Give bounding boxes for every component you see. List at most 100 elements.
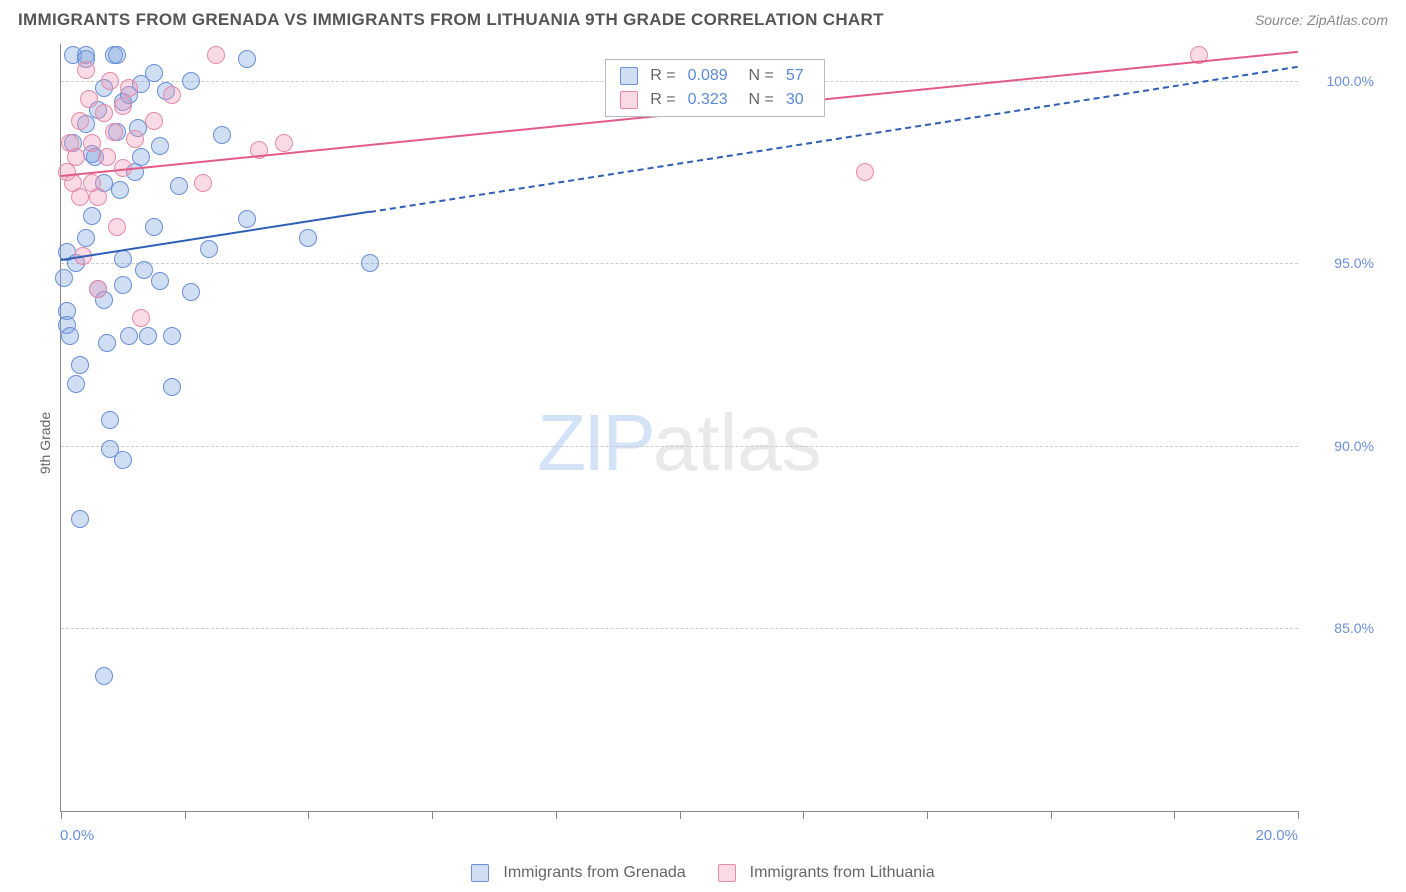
data-point [163,378,181,396]
stat-n-label: N = [740,64,774,88]
x-axis-max-label: 20.0% [1255,827,1298,844]
data-point [132,148,150,166]
data-point [120,327,138,345]
stat-r-label: R = [650,64,675,88]
data-point [80,90,98,108]
stats-row: R = 0.089 N = 57 [620,64,809,88]
x-tick [61,811,62,819]
data-point [145,218,163,236]
x-tick [432,811,433,819]
data-point [114,451,132,469]
data-point [95,667,113,685]
gridline [61,446,1298,447]
data-point [89,280,107,298]
y-tick-label: 85.0% [1308,620,1374,636]
data-point [194,174,212,192]
y-tick-label: 100.0% [1308,73,1374,89]
y-tick-label: 90.0% [1308,438,1374,454]
y-tick-label: 95.0% [1308,255,1374,271]
stat-n-value: 57 [786,64,804,88]
data-point [856,163,874,181]
data-point [98,334,116,352]
data-point [111,181,129,199]
x-tick [556,811,557,819]
data-point [151,272,169,290]
data-point [108,218,126,236]
stat-r-label: R = [650,88,675,112]
data-point [83,134,101,152]
data-point [108,46,126,64]
data-point [275,134,293,152]
stats-box: R = 0.089 N = 57 R = 0.323 N = 30 [605,59,824,117]
data-point [77,61,95,79]
chart-container: 9th Grade ZIPatlas 85.0%90.0%95.0%100.0%… [18,44,1388,842]
watermark-atlas: atlas [653,398,822,487]
data-point [67,375,85,393]
data-point [151,137,169,155]
data-point [132,309,150,327]
data-point [95,104,113,122]
x-tick [803,811,804,819]
data-point [55,269,73,287]
x-tick [927,811,928,819]
data-point [71,356,89,374]
data-point [114,250,132,268]
data-point [71,112,89,130]
stat-r-value: 0.323 [688,88,728,112]
x-tick [1174,811,1175,819]
stat-n-label: N = [740,88,774,112]
data-point [114,97,132,115]
data-point [61,327,79,345]
series-swatch [620,91,638,109]
data-point [126,130,144,148]
legend-item: Immigrants from Lithuania [718,864,935,882]
data-point [238,210,256,228]
series-swatch [620,67,638,85]
data-point [299,229,317,247]
data-point [139,327,157,345]
data-point [200,240,218,258]
data-point [101,72,119,90]
data-point [170,177,188,195]
gridline [61,628,1298,629]
legend-swatch [718,864,736,882]
stat-r-value: 0.089 [688,64,728,88]
data-point [71,188,89,206]
data-point [89,188,107,206]
data-point [207,46,225,64]
data-point [83,207,101,225]
x-tick [680,811,681,819]
data-point [77,229,95,247]
data-point [213,126,231,144]
watermark-zip: ZIP [537,398,652,487]
data-point [182,72,200,90]
legend-label: Immigrants from Grenada [503,864,685,882]
legend-item: Immigrants from Grenada [471,864,685,882]
data-point [71,510,89,528]
legend: Immigrants from Grenada Immigrants from L… [0,864,1406,882]
data-point [361,254,379,272]
data-point [105,123,123,141]
source-label: Source: ZipAtlas.com [1255,12,1388,28]
gridline [61,263,1298,264]
data-point [145,64,163,82]
legend-swatch [471,864,489,882]
x-tick [185,811,186,819]
x-tick [308,811,309,819]
watermark: ZIPatlas [537,397,821,489]
x-tick [1298,811,1299,819]
data-point [67,148,85,166]
data-point [114,276,132,294]
x-tick [1051,811,1052,819]
trend-line [370,66,1298,213]
data-point [163,327,181,345]
stat-n-value: 30 [786,88,804,112]
data-point [182,283,200,301]
stats-row: R = 0.323 N = 30 [620,88,809,112]
plot-area: ZIPatlas 85.0%90.0%95.0%100.0%R =0.089 N… [60,44,1298,812]
legend-label: Immigrants from Lithuania [750,864,935,882]
data-point [101,411,119,429]
data-point [238,50,256,68]
data-point [163,86,181,104]
chart-title: IMMIGRANTS FROM GRENADA VS IMMIGRANTS FR… [18,10,884,30]
